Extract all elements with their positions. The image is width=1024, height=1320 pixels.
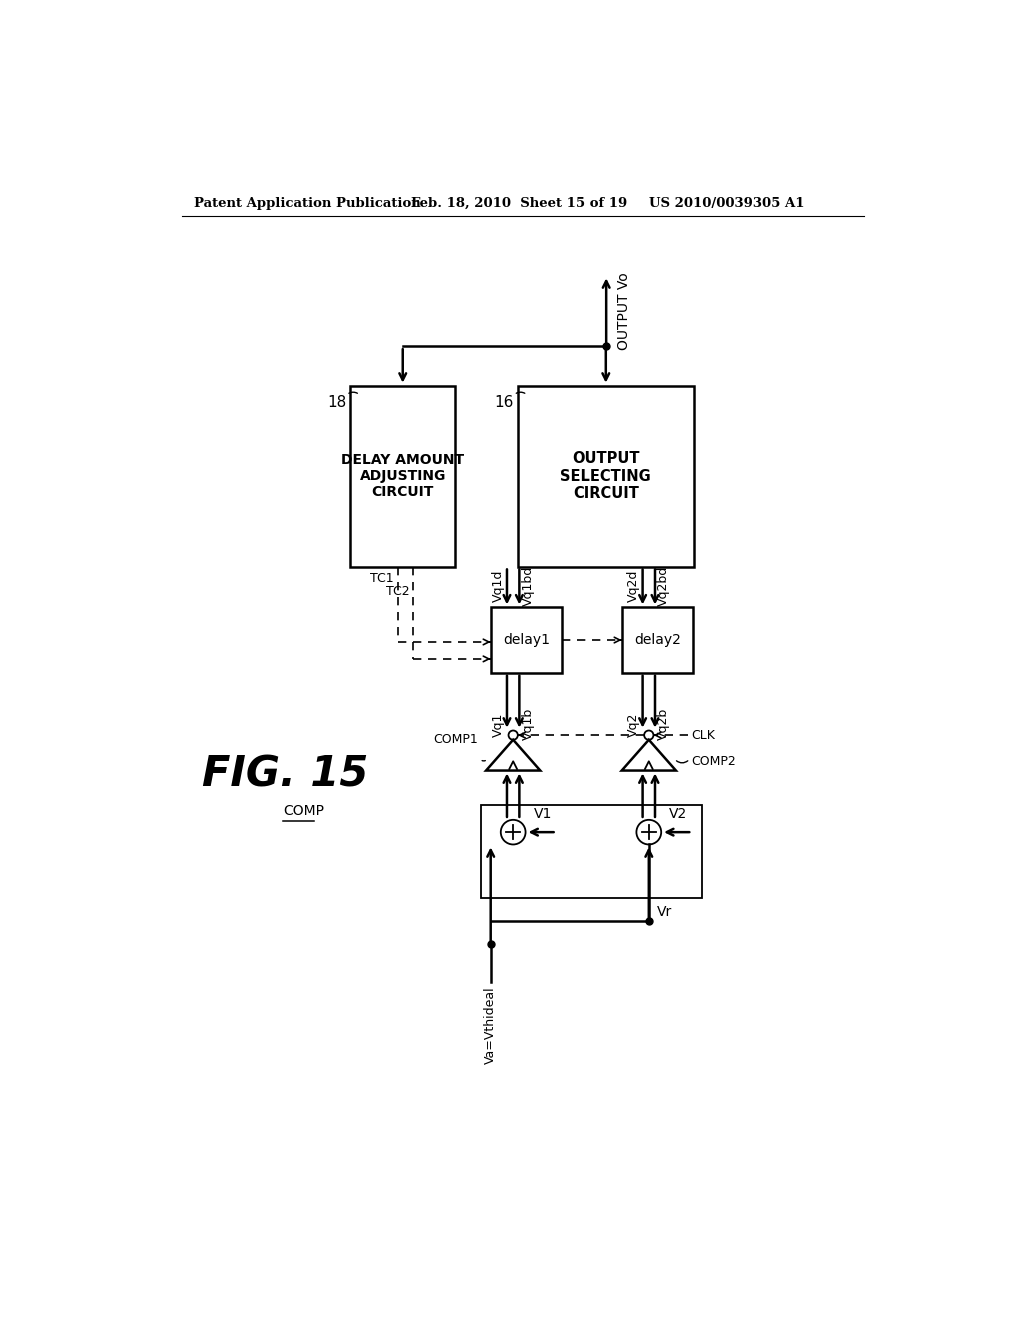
Text: 18: 18 [328, 395, 346, 409]
Text: delay1: delay1 [503, 634, 550, 647]
Text: Vq2bd: Vq2bd [657, 566, 671, 606]
Bar [350, 385, 455, 566]
Text: 16: 16 [495, 395, 514, 409]
Text: Vq1bd: Vq1bd [521, 566, 535, 606]
Text: Patent Application Publication: Patent Application Publication [194, 197, 421, 210]
Text: V2: V2 [669, 808, 687, 821]
Text: Feb. 18, 2010  Sheet 15 of 19: Feb. 18, 2010 Sheet 15 of 19 [411, 197, 627, 210]
Bar [480, 805, 701, 898]
Text: Vq1b: Vq1b [521, 709, 535, 741]
Text: TC1: TC1 [370, 572, 393, 585]
Text: COMP2: COMP2 [691, 755, 736, 768]
Text: FIG. 15: FIG. 15 [202, 754, 368, 796]
Bar [490, 607, 562, 673]
Text: Vq1d: Vq1d [492, 569, 505, 602]
Text: Vq1: Vq1 [492, 713, 505, 737]
Text: Vq2d: Vq2d [628, 569, 640, 602]
Text: V1: V1 [534, 808, 552, 821]
Bar [622, 607, 693, 673]
Text: DELAY AMOUNT
ADJUSTING
CIRCUIT: DELAY AMOUNT ADJUSTING CIRCUIT [341, 453, 464, 499]
Text: OUTPUT Vo: OUTPUT Vo [617, 272, 631, 350]
Text: OUTPUT
SELECTING
CIRCUIT: OUTPUT SELECTING CIRCUIT [560, 451, 651, 500]
Text: Vr: Vr [656, 906, 672, 919]
Text: Va=Vthideal: Va=Vthideal [484, 986, 498, 1064]
Text: TC2: TC2 [386, 585, 410, 598]
Text: CLK: CLK [691, 730, 716, 742]
Text: US 2010/0039305 A1: US 2010/0039305 A1 [649, 197, 804, 210]
Text: Vq2: Vq2 [628, 713, 640, 737]
Text: COMP: COMP [283, 804, 324, 818]
Bar [518, 385, 693, 566]
Text: COMP1: COMP1 [433, 733, 478, 746]
Text: Vq2b: Vq2b [657, 709, 671, 741]
Text: delay2: delay2 [634, 634, 681, 647]
